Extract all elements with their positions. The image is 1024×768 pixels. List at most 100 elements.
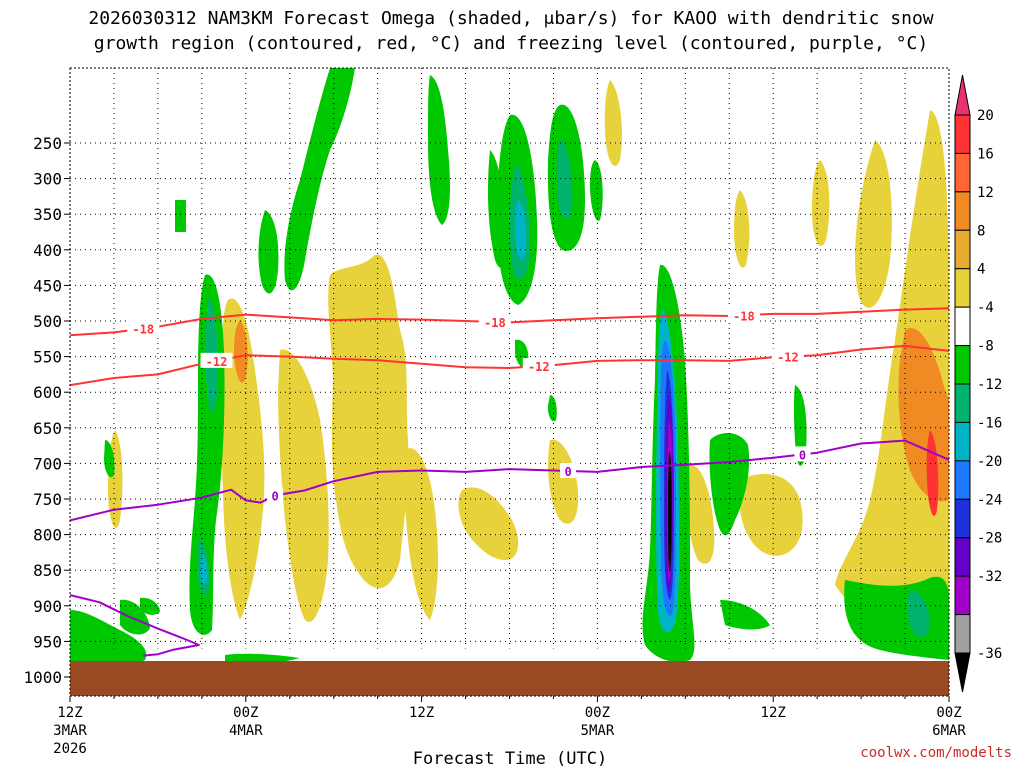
contour-label-bg bbox=[794, 446, 811, 462]
omega-negative-area bbox=[284, 68, 355, 291]
ytick-label-900: 900 bbox=[33, 597, 62, 616]
colorbar-label: -8 bbox=[977, 339, 994, 355]
contour-label: -12 bbox=[528, 360, 550, 374]
ytick-label-650: 650 bbox=[33, 419, 62, 438]
xtick-date-label: 6MAR bbox=[932, 723, 966, 739]
contour-line-2 bbox=[70, 439, 949, 522]
omega-moderate-negative-area bbox=[556, 140, 573, 219]
omega-negative-area bbox=[793, 385, 807, 466]
colorbar-swatch bbox=[954, 229, 971, 270]
colorbar-swatch bbox=[954, 152, 971, 193]
omega-positive-area bbox=[812, 160, 830, 246]
colorbar-swatch bbox=[954, 345, 971, 385]
colorbar-label: 12 bbox=[977, 185, 994, 201]
xtick-year-label: 2026 bbox=[53, 741, 87, 757]
contour-label-bg bbox=[727, 307, 760, 323]
contour-label: -18 bbox=[132, 323, 154, 337]
plot-frame bbox=[69, 67, 950, 697]
xtick-date-label: 3MAR bbox=[53, 723, 87, 739]
colorbar-label: 8 bbox=[977, 223, 985, 239]
omega-positive-area bbox=[221, 298, 265, 620]
contour-label-bg bbox=[267, 487, 284, 503]
ytick-label-550: 550 bbox=[33, 348, 62, 367]
omega-negative-area bbox=[844, 576, 949, 660]
omega-negative-area bbox=[547, 395, 557, 422]
colorbar-label: -16 bbox=[977, 415, 1002, 431]
colorbar-swatch bbox=[954, 114, 971, 154]
contour-label-bg bbox=[771, 348, 804, 364]
xtick-time-label: 00Z bbox=[233, 705, 258, 721]
colorbar-swatch bbox=[954, 575, 971, 616]
ytick-label-850: 850 bbox=[33, 561, 62, 580]
chart-title-line1: 2026030312 NAM3KM Forecast Omega (shaded… bbox=[88, 8, 933, 29]
time-axis: 12Z 3MAR 2026 00Z 4MAR 12Z 00Z 5MAR 12Z 00Z 6MAR bbox=[53, 696, 966, 757]
credit-text: coolwx.com/modelts bbox=[860, 745, 1012, 761]
omega-negative-area bbox=[104, 440, 115, 478]
omega-positive-area bbox=[548, 439, 579, 524]
omega-max-negative-area bbox=[668, 450, 672, 573]
colorbar-label: -20 bbox=[977, 454, 1002, 470]
contour-label: 0 bbox=[564, 465, 571, 479]
omega-positive-area bbox=[604, 80, 622, 166]
omega-strong-negative-area bbox=[200, 555, 208, 585]
contour-label: -18 bbox=[733, 309, 755, 323]
colorbar-label: 16 bbox=[977, 146, 994, 162]
colorbar-swatch bbox=[954, 268, 971, 308]
ytick-label-250: 250 bbox=[33, 134, 62, 153]
ytick-label-950: 950 bbox=[33, 632, 62, 651]
omega-moderate-negative-area bbox=[907, 590, 930, 637]
colorbar-top-arrow bbox=[954, 74, 971, 116]
colorbar-label: -32 bbox=[977, 569, 1002, 585]
colorbar-swatch bbox=[954, 191, 971, 231]
contour-label: -12 bbox=[777, 351, 799, 365]
omega-positive-area bbox=[403, 448, 438, 620]
omega-strong-negative-area bbox=[514, 200, 527, 260]
colorbar-label: -24 bbox=[977, 492, 1002, 508]
contour-line-3 bbox=[70, 594, 200, 657]
ytick-label-750: 750 bbox=[33, 490, 62, 509]
contour-label-bg bbox=[522, 358, 555, 374]
ytick-label-300: 300 bbox=[33, 170, 62, 189]
colorbar-label: -12 bbox=[977, 377, 1002, 393]
pressure-axis: 250 300 350 400 450 500 550 600 650 700 750 800 850 9… bbox=[23, 134, 70, 687]
xtick-date-label: 5MAR bbox=[581, 723, 615, 739]
contour-label-bg bbox=[560, 462, 577, 478]
colorbar-swatch bbox=[954, 383, 971, 423]
contour-label: -18 bbox=[484, 316, 506, 330]
omega-negative-area bbox=[720, 600, 770, 630]
ytick-label-500: 500 bbox=[33, 312, 62, 331]
omega-negative-area bbox=[70, 610, 147, 668]
ytick-label-400: 400 bbox=[33, 241, 62, 260]
colorbar-swatch bbox=[954, 537, 971, 577]
ytick-label-800: 800 bbox=[33, 526, 62, 545]
ytick-label-1000: 1000 bbox=[23, 668, 62, 687]
x-axis-label: Forecast Time (UTC) bbox=[413, 749, 607, 768]
omega-negative-area bbox=[225, 653, 300, 664]
ytick-label-700: 700 bbox=[33, 454, 62, 473]
omega-positive-area bbox=[686, 464, 715, 564]
xtick-time-label: 12Z bbox=[409, 705, 434, 721]
colorbar-label: -36 bbox=[977, 646, 1002, 662]
colorbar-swatch bbox=[954, 614, 971, 654]
omega-negative-area bbox=[120, 599, 150, 635]
xtick-date-label: 4MAR bbox=[229, 723, 263, 739]
omega-positive-area bbox=[278, 349, 329, 622]
contour-label: -12 bbox=[206, 355, 228, 369]
omega-positive-area bbox=[855, 140, 892, 308]
colorbar-bottom-arrow bbox=[954, 652, 971, 693]
colorbar-swatch bbox=[954, 421, 971, 462]
omega-positive-area bbox=[328, 254, 409, 589]
omega-positive-area bbox=[835, 110, 949, 645]
contour-labels: -18 -18 -18 -12 -12 -12 0 0 0 bbox=[127, 307, 811, 503]
colorbar-label: 20 bbox=[977, 108, 994, 124]
colorbar-label: -4 bbox=[977, 300, 994, 316]
xtick-time-label: 12Z bbox=[761, 705, 786, 721]
omega-negative-area bbox=[709, 433, 750, 536]
omega-negative-area bbox=[175, 200, 186, 232]
colorbar-swatch bbox=[954, 498, 971, 539]
contour-label: 0 bbox=[271, 489, 278, 503]
omega-negative-area bbox=[258, 210, 279, 294]
ytick-label-450: 450 bbox=[33, 276, 62, 295]
